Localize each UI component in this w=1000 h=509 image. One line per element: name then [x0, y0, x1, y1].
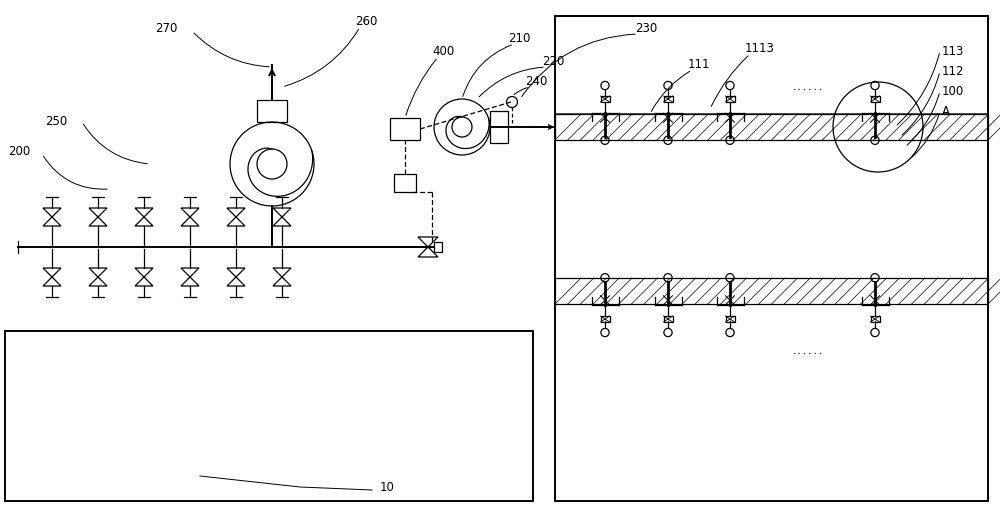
Bar	[726, 97, 734, 103]
Bar	[870, 317, 880, 322]
Bar	[490, 112, 508, 144]
Text: 111: 111	[688, 58, 710, 71]
Bar	[555, 17, 988, 501]
Text: 230: 230	[635, 22, 657, 35]
Bar	[390, 119, 420, 140]
Text: 400: 400	[432, 45, 454, 58]
Bar	[555, 278, 988, 304]
Text: ......: ......	[792, 347, 824, 356]
Bar	[5, 331, 533, 501]
Bar	[555, 115, 988, 140]
Text: 100: 100	[942, 86, 964, 98]
Bar	[394, 175, 416, 192]
Text: 240: 240	[525, 75, 547, 88]
Bar	[664, 317, 672, 322]
Text: ......: ......	[792, 83, 824, 92]
Text: 250: 250	[45, 115, 67, 128]
Bar	[257, 101, 287, 123]
Bar	[600, 97, 610, 103]
Text: 210: 210	[508, 32, 530, 45]
Text: A: A	[942, 105, 950, 118]
Text: 220: 220	[542, 55, 564, 68]
Text: 270: 270	[155, 22, 177, 35]
Text: 10: 10	[380, 480, 395, 493]
Text: 260: 260	[355, 15, 377, 28]
Bar	[664, 97, 672, 103]
Bar	[726, 317, 734, 322]
Text: 113: 113	[942, 45, 964, 59]
Bar	[870, 97, 880, 103]
Bar	[434, 242, 442, 252]
Text: 112: 112	[942, 65, 964, 78]
Text: 200: 200	[8, 145, 30, 158]
Bar	[600, 317, 610, 322]
Text: 1113: 1113	[745, 42, 775, 55]
